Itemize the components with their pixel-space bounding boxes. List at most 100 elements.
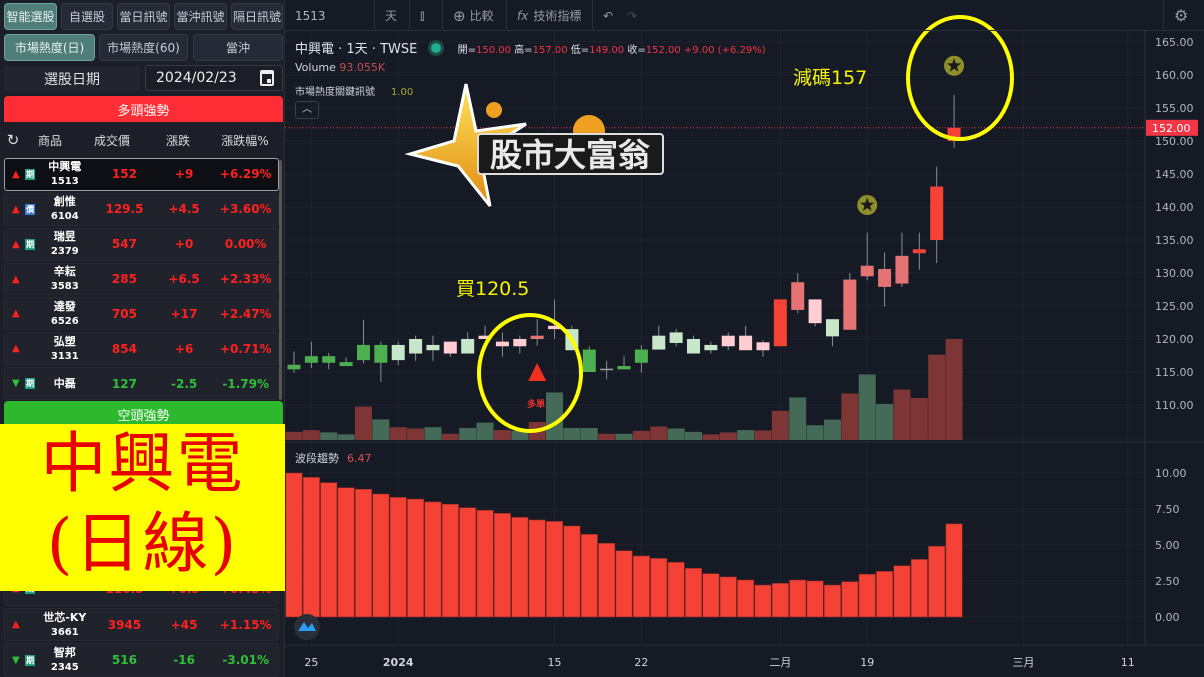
stock-row[interactable]: ▲ 債 創惟 6104 129.5 +4.5 +3.60%: [4, 192, 279, 226]
badge: 期: [24, 378, 36, 390]
candle-body: [634, 349, 648, 363]
volume-bar: [650, 426, 668, 440]
candle-body: [391, 344, 405, 361]
candle-body: [878, 269, 892, 287]
stock-row[interactable]: ▼ 期 中磊 127 -2.5 -1.79%: [4, 367, 279, 400]
settings-gear-icon[interactable]: ⚙: [1163, 0, 1204, 31]
stock-row[interactable]: ▲ 達發 6526 705 +17 +2.47%: [4, 297, 279, 331]
candle-body: [374, 344, 388, 363]
price-tick: 155.00: [1155, 102, 1194, 115]
candle-body: [895, 255, 909, 284]
volume-bar: [407, 428, 425, 440]
price-tick: 150.00: [1155, 135, 1194, 148]
markers: [528, 55, 965, 381]
calendar-icon[interactable]: [260, 70, 274, 86]
long-position-label: 多單: [527, 400, 546, 410]
change-pct: +6.29%: [219, 167, 272, 182]
time-tick: 三月: [1013, 656, 1035, 669]
volume-bar: [389, 427, 407, 440]
candle-type-icon[interactable]: ⫾: [410, 0, 443, 31]
compare-button[interactable]: ⊕ 比較: [443, 0, 507, 31]
candle-body: [530, 335, 544, 339]
volume-bar: [841, 393, 859, 440]
candle-body: [825, 319, 839, 337]
stock-row[interactable]: ▲ 世芯-KY 3661 3945 +45 +1.15%: [4, 607, 279, 642]
tab-market-heat-60[interactable]: 市場熱度(60): [99, 34, 188, 61]
scrollbar[interactable]: [279, 160, 282, 400]
market-status-dot: [431, 43, 442, 53]
volume-bar: [719, 432, 737, 440]
low-value: 149.00: [589, 45, 625, 56]
candle-body: [461, 339, 475, 354]
tab-nextday-signal[interactable]: 隔日訊號: [231, 3, 283, 30]
tab-market-heat-daily[interactable]: 市場熱度(日): [4, 34, 95, 61]
bull-section-title: 多頭強勢: [4, 96, 283, 122]
candle-body: [322, 356, 336, 363]
price-tick: 125.00: [1155, 300, 1194, 313]
tab-daily-signal[interactable]: 當日訊號: [117, 3, 170, 30]
volume-bar: [511, 430, 529, 440]
stock-tycoon-logo: 股市大富翁: [404, 83, 664, 207]
chart-area[interactable]: 165.00160.00155.00150.00145.00140.00135.…: [285, 0, 1204, 677]
up-arrow-icon: ▲: [11, 203, 20, 215]
tradingview-logo-icon[interactable]: [294, 614, 320, 640]
stock-name-text: 中磊: [53, 377, 76, 391]
time-tick: 19: [860, 656, 874, 669]
change: +9: [174, 167, 194, 182]
candle-body: [704, 344, 718, 351]
stock-name-text: 世芯-KY: [43, 610, 87, 624]
stock-name-text: 達發: [53, 299, 76, 313]
col-pct: 漲跌幅%: [221, 133, 269, 148]
chart-toolbar: 1513 天 ⫾ ⊕ 比較 fx 技術指標 ↶ ↷ ⚙: [285, 0, 1204, 31]
refresh-icon[interactable]: ↻: [6, 131, 20, 149]
price: 547: [111, 237, 137, 252]
volume-bar: [928, 354, 946, 440]
candle-body: [600, 368, 614, 371]
change-value: +9.00 (+6.29%): [683, 45, 766, 56]
volume-bar: [580, 427, 598, 440]
candle-body: [739, 335, 753, 351]
wave-trend-bar: [528, 519, 546, 618]
wave-trend-bar: [806, 580, 824, 618]
star-icon: [946, 58, 962, 72]
stock-row[interactable]: ▼ 期 智邦 2345 516 -16 -3.01%: [4, 643, 279, 677]
stock-name-text: 中興電: [48, 160, 82, 174]
badge: [25, 343, 36, 354]
wave-trend-bar: [389, 497, 407, 618]
candle-body: [773, 299, 787, 347]
plus-circle-icon: ⊕: [453, 6, 466, 25]
interval-button[interactable]: 天: [375, 0, 410, 31]
volume-bar: [702, 434, 720, 440]
candle-body: [356, 344, 370, 361]
volume-bar: [493, 430, 511, 440]
price: 129.5: [105, 202, 144, 217]
volume-value: 93.055K: [339, 61, 386, 74]
tab-daytrade[interactable]: 當沖: [193, 34, 283, 61]
indicators-button[interactable]: fx 技術指標: [507, 0, 593, 31]
close-value: 152.00: [645, 45, 681, 56]
stock-row[interactable]: ▲ 辛耘 3583 285 +6.5 +2.33%: [4, 262, 279, 296]
price-tick: 160.00: [1155, 69, 1194, 82]
collapse-legend-button[interactable]: ︿: [295, 101, 319, 119]
tab-daytrade-signal[interactable]: 當沖訊號: [174, 3, 227, 30]
tab-smart-picks[interactable]: 智能選股: [4, 3, 57, 30]
stock-row[interactable]: ▲ 期 瑞昱 2379 547 +0 0.00%: [4, 227, 279, 261]
lower-tick: 2.50: [1155, 575, 1180, 588]
candle-body: [617, 366, 631, 370]
stock-row[interactable]: ▲ 期中興電 1513 152 +9 +6.29%: [4, 158, 279, 191]
wave-trend-bar: [858, 573, 876, 618]
stock-row[interactable]: ▲ 弘塑 3131 854 +6 +0.71%: [4, 332, 279, 366]
volume-bar: [685, 431, 703, 440]
undo-icon[interactable]: ↶: [603, 8, 614, 23]
stock-name: 中興電 1513: [35, 159, 94, 189]
lower-tick: 5.00: [1155, 539, 1180, 552]
date-input[interactable]: 2024/02/23: [145, 65, 283, 91]
up-arrow-icon: ▲: [11, 619, 20, 630]
tab-watchlist[interactable]: 自選股: [61, 3, 113, 30]
volume-bar: [441, 433, 459, 440]
close-label: 收=: [627, 45, 646, 56]
redo-icon[interactable]: ↷: [627, 8, 638, 23]
wave-trend-bar: [823, 584, 841, 618]
volume-bar: [372, 419, 390, 440]
symbol-search[interactable]: 1513: [285, 0, 375, 31]
